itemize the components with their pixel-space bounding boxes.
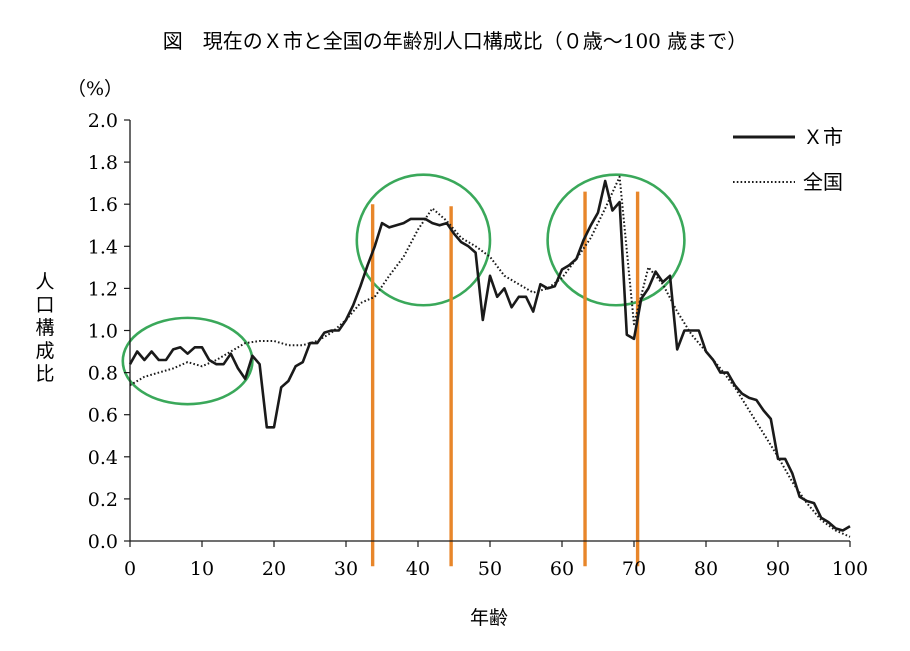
- y-axis-label-char: 比: [35, 363, 54, 385]
- x-tick-label: 60: [550, 558, 574, 580]
- x-tick-label: 0: [124, 558, 136, 580]
- annotations: [121, 173, 686, 567]
- highlight-circle: [355, 173, 492, 307]
- axes: 0.0 0.2 0.4 0.6 0.8 1.0 1.2 1.4 1.6 1.8 2.0 0 10 20 30…: [88, 110, 868, 580]
- y-tick-label: 1.4: [88, 236, 118, 258]
- x-tick-label: 30: [334, 558, 358, 580]
- legend-label: Ｘ市: [803, 125, 843, 149]
- y-tick-label: 0.4: [88, 447, 118, 469]
- x-tick-label: 20: [262, 558, 286, 580]
- y-tick-label: 0.8: [88, 363, 118, 385]
- x-tick-label: 70: [622, 558, 646, 580]
- legend-label: 全国: [803, 170, 843, 194]
- x-tick-label: 90: [766, 558, 790, 580]
- x-tick-label: 40: [406, 558, 430, 580]
- y-tick-label: 0.0: [88, 531, 118, 553]
- chart-title: 図 現在のＸ市と全国の年齢別人口構成比（０歳〜100 歳まで）: [163, 29, 748, 53]
- y-tick-label: 1.2: [88, 278, 118, 300]
- y-tick-label: 0.2: [88, 489, 118, 511]
- x-axis-label: 年齢: [470, 607, 508, 629]
- x-tick-label: 80: [694, 558, 718, 580]
- y-unit-label: （%）: [67, 78, 123, 100]
- y-axis-label-text: 人口構成比: [35, 271, 54, 385]
- highlight-circle: [546, 173, 686, 307]
- y-axis-label: 人口構成比: [35, 271, 54, 385]
- y-axis-label-char: 成: [35, 340, 54, 362]
- highlight-circle: [121, 316, 254, 406]
- y-tick-label: 1.8: [88, 152, 118, 174]
- y-tick-label: 1.0: [88, 321, 118, 343]
- y-axis-label-char: 構: [35, 317, 54, 339]
- y-tick-label: 0.6: [88, 405, 118, 427]
- series-line-city: [128, 179, 851, 532]
- x-tick-label: 100: [832, 558, 868, 580]
- y-axis-label-char: 人: [35, 271, 54, 293]
- x-tick-label: 50: [478, 558, 502, 580]
- y-tick-label: 2.0: [88, 110, 118, 132]
- x-tick-label: 10: [190, 558, 214, 580]
- y-tick-label: 1.6: [88, 194, 118, 216]
- series: [128, 175, 851, 538]
- y-axis-label-char: 口: [35, 294, 54, 316]
